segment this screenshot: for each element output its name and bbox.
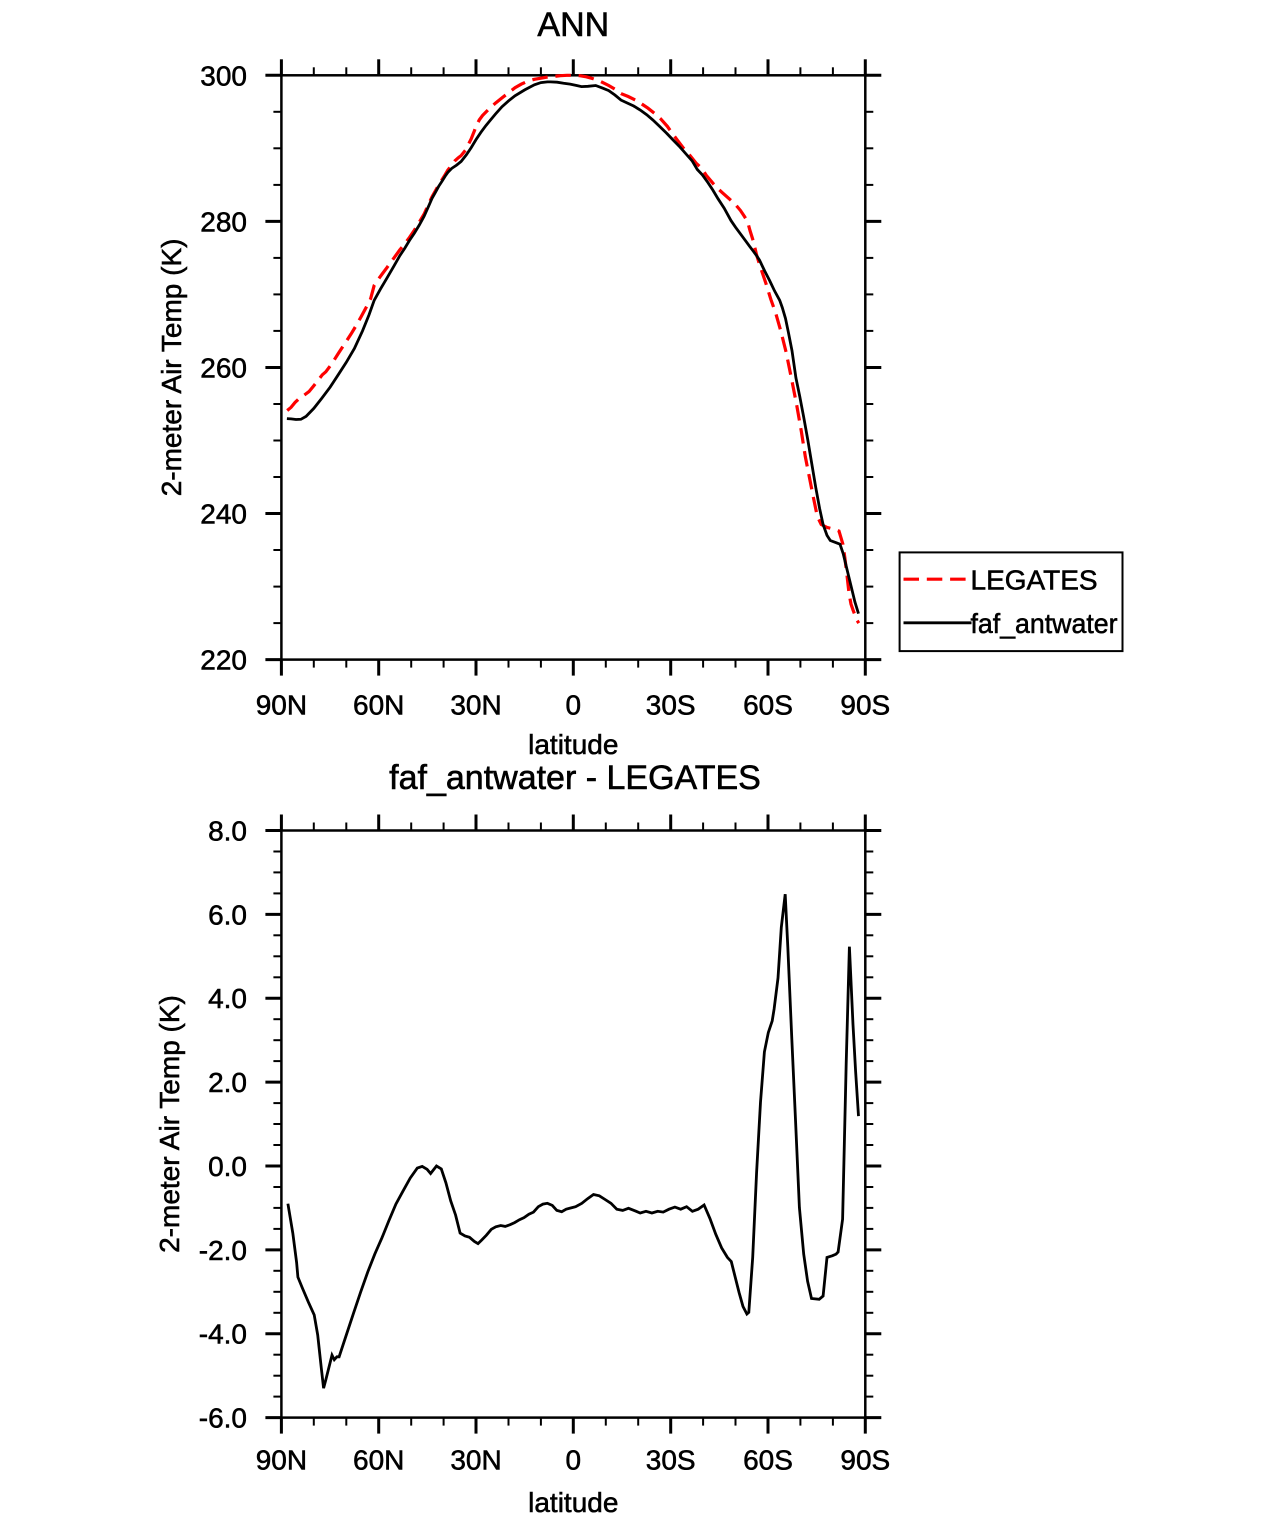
svg-text:latitude: latitude — [528, 1487, 618, 1517]
svg-text:8.0: 8.0 — [208, 816, 247, 847]
svg-text:0.0: 0.0 — [208, 1151, 247, 1182]
svg-text:30S: 30S — [646, 690, 696, 721]
svg-text:2-meter Air Temp (K): 2-meter Air Temp (K) — [156, 239, 187, 497]
svg-text:90S: 90S — [840, 1445, 890, 1476]
svg-text:faf_antwater - LEGATES: faf_antwater - LEGATES — [389, 759, 761, 797]
svg-text:2.0: 2.0 — [208, 1067, 247, 1098]
svg-text:0: 0 — [566, 690, 582, 721]
svg-text:60S: 60S — [743, 1445, 793, 1476]
svg-text:2-meter Air Temp (K): 2-meter Air Temp (K) — [154, 995, 185, 1253]
svg-text:90S: 90S — [840, 690, 890, 721]
svg-text:0: 0 — [566, 1445, 582, 1476]
svg-text:4.0: 4.0 — [208, 983, 247, 1014]
svg-text:30N: 30N — [450, 690, 501, 721]
svg-text:280: 280 — [200, 206, 247, 237]
svg-text:-4.0: -4.0 — [199, 1319, 247, 1350]
svg-text:30N: 30N — [450, 1445, 501, 1476]
svg-text:90N: 90N — [256, 690, 307, 721]
svg-text:-6.0: -6.0 — [199, 1403, 247, 1434]
svg-text:6.0: 6.0 — [208, 899, 247, 930]
svg-text:60N: 60N — [353, 1445, 404, 1476]
svg-text:220: 220 — [200, 645, 247, 676]
svg-text:latitude: latitude — [528, 729, 618, 760]
svg-text:60S: 60S — [743, 690, 793, 721]
svg-text:faf_antwater: faf_antwater — [971, 608, 1118, 639]
svg-text:260: 260 — [200, 353, 247, 384]
svg-text:ANN: ANN — [537, 6, 609, 44]
svg-text:240: 240 — [200, 499, 247, 530]
svg-text:-2.0: -2.0 — [199, 1235, 247, 1266]
svg-text:LEGATES: LEGATES — [971, 564, 1098, 595]
svg-text:60N: 60N — [353, 690, 404, 721]
svg-text:90N: 90N — [256, 1445, 307, 1476]
svg-text:300: 300 — [200, 60, 247, 91]
svg-text:30S: 30S — [646, 1445, 696, 1476]
